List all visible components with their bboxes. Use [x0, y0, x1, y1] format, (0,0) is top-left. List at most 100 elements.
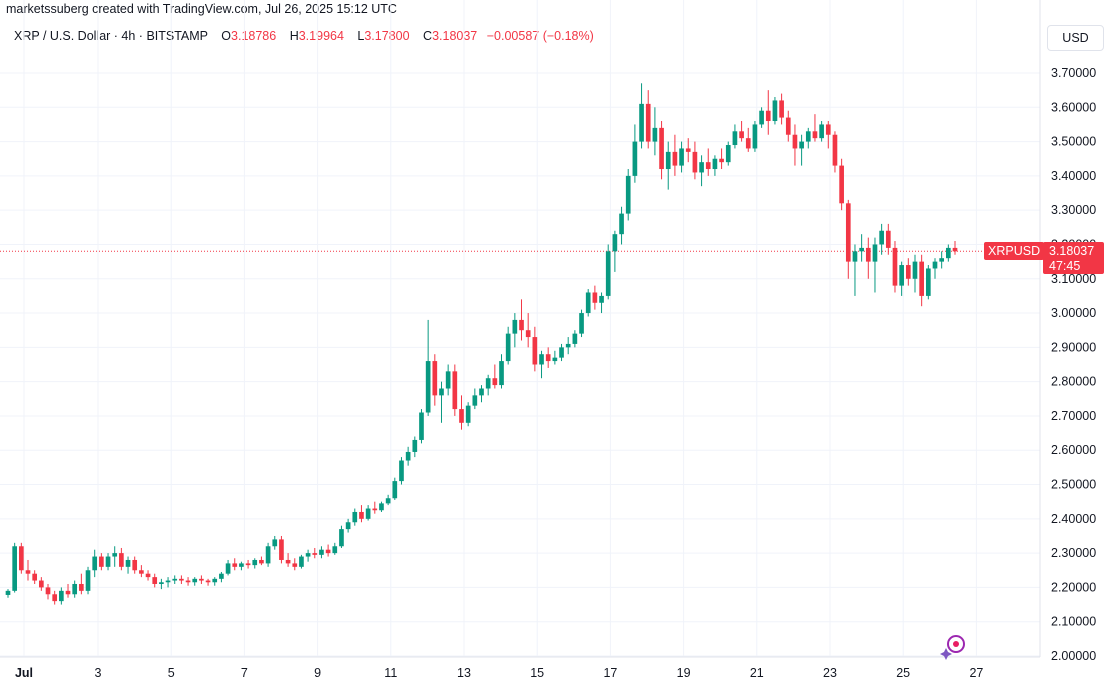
candle [92, 549, 98, 578]
candle-body [552, 357, 558, 362]
candle [379, 501, 384, 512]
candle-body [652, 127, 658, 142]
candle-body [579, 313, 584, 334]
candle [799, 134, 804, 166]
candle [545, 347, 551, 368]
candle [385, 494, 391, 506]
candle [552, 350, 558, 365]
candle-body [745, 138, 751, 149]
candle [925, 265, 931, 300]
ohlc-legend: XRP / U.S. Dollar · 4h · BITSTAMP O3.187… [14, 29, 594, 43]
candle-body [65, 590, 71, 595]
candle [585, 289, 591, 317]
candle-body [852, 251, 858, 262]
candle-body [412, 439, 418, 452]
y-tick-label: 2.10000 [1051, 615, 1096, 629]
candle [539, 350, 544, 379]
candle-body [345, 522, 351, 530]
candle-body [659, 127, 664, 170]
candle-body [672, 151, 678, 166]
candle-body [632, 141, 638, 176]
candle-body [352, 511, 358, 523]
candle-body [459, 409, 464, 423]
candle-body [939, 258, 944, 262]
candle-body [905, 265, 911, 279]
symbol-label[interactable]: XRP / U.S. Dollar · 4h · BITSTAMP [14, 29, 208, 43]
candle [479, 385, 484, 403]
candle [739, 121, 744, 142]
low-value: 3.17800 [364, 29, 410, 43]
candle-body [485, 378, 491, 389]
last-price-value: 3.18037 [1049, 244, 1095, 258]
y-tick-label: 3.40000 [1051, 169, 1096, 183]
x-tick-label: 27 [969, 666, 983, 680]
candle-body [925, 268, 931, 296]
y-tick-label: 3.50000 [1051, 135, 1096, 149]
candle [745, 127, 751, 152]
candle-body [185, 580, 191, 583]
candle [292, 558, 298, 571]
candle [719, 148, 724, 170]
candle [945, 244, 951, 262]
candle-body [385, 498, 391, 504]
candle [732, 124, 738, 149]
candle-body [399, 460, 404, 482]
candle-body [132, 559, 138, 571]
candle [139, 565, 144, 578]
candle [685, 138, 691, 163]
candle [199, 575, 204, 584]
candle [252, 558, 258, 569]
candle-body [45, 587, 51, 595]
candle-body [192, 578, 198, 583]
candle-body [699, 162, 704, 173]
y-tick-label: 2.80000 [1051, 375, 1096, 389]
candle [672, 134, 678, 176]
candle [512, 313, 518, 348]
candle [212, 577, 218, 586]
candle [625, 169, 631, 221]
candle [359, 505, 364, 523]
candle [599, 292, 604, 314]
candle-body [732, 131, 738, 146]
candle [412, 436, 418, 458]
candle-body [239, 563, 244, 567]
candle [152, 573, 158, 588]
candle [805, 127, 811, 149]
candle-body [432, 361, 438, 396]
y-tick-label: 2.20000 [1051, 580, 1096, 594]
countdown-value: 47:45 [1049, 259, 1081, 273]
candle [299, 554, 304, 569]
candle-body [59, 590, 64, 602]
candle [845, 199, 851, 279]
candle-body [559, 347, 564, 358]
candle-body [765, 110, 771, 122]
candle-body [879, 230, 884, 245]
candle [245, 559, 251, 569]
candle [85, 566, 91, 595]
candle-body [25, 570, 31, 574]
candle-body [285, 559, 291, 564]
candle-body [205, 580, 211, 583]
candle [899, 261, 904, 296]
candle [219, 571, 224, 583]
candle-body [165, 580, 171, 583]
candle-body [565, 343, 571, 348]
candle-body [472, 395, 478, 406]
candle-body [219, 573, 224, 579]
candle [259, 556, 264, 566]
candle [232, 558, 238, 571]
candle [172, 575, 178, 584]
candle [25, 559, 31, 581]
attribution-text: marketssuberg created with TradingView.c… [6, 2, 397, 16]
x-tick-label: 5 [168, 666, 175, 680]
candle [52, 590, 58, 605]
candle [632, 124, 638, 183]
tradingview-spark-icon[interactable] [939, 633, 967, 661]
candle [185, 577, 191, 586]
high-label: H [289, 29, 299, 43]
x-tick-label: Jul [15, 666, 33, 680]
candle-body [139, 570, 144, 574]
candle [419, 409, 424, 444]
currency-button[interactable]: USD [1047, 25, 1104, 51]
